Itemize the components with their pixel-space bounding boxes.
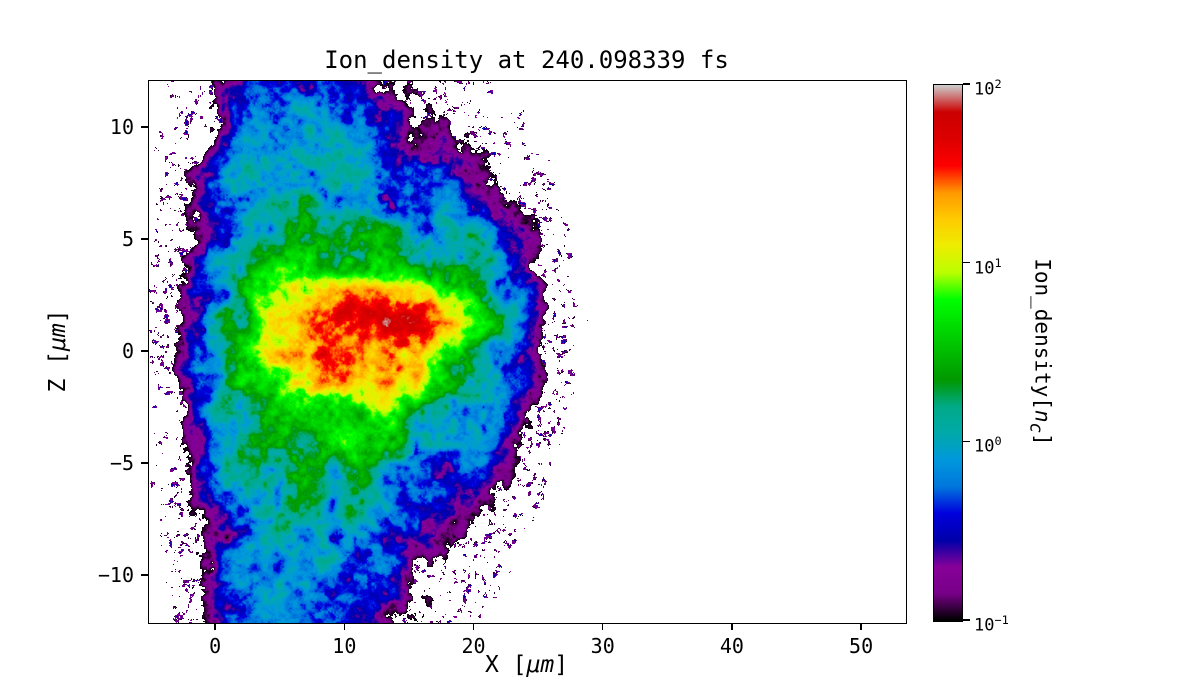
x-tick-mark [472,623,475,630]
x-tick-mark [601,623,604,630]
y-tick-mark [141,350,148,352]
colorbar-tick-label: 10−1 [974,613,1009,636]
y-axis-label: Z [μm] [45,309,71,392]
y-axis-label-pre: Z [ [45,351,71,393]
colorbar-tick-mark [963,440,970,443]
x-tick-mark [860,623,862,630]
y-axis-label-post: ] [45,309,71,324]
colorbar-tick-label: 100 [974,434,1002,457]
x-axis-unit: μm [526,652,555,678]
colorbar [933,84,963,622]
x-axis-label-post: ] [554,652,569,678]
colorbar-canvas [934,85,962,621]
colorbar-label-pre: Ion_density[ [1030,258,1055,410]
colorbar-label-sub: c [1025,422,1046,434]
x-axis-label: X [μm] [148,652,905,678]
colorbar-tick-mark [963,83,970,85]
y-tick-mark [141,462,148,464]
y-tick-label: −10 [97,562,134,587]
y-tick-label: 10 [109,115,134,140]
colorbar-tick-label: 102 [974,77,1002,100]
x-tick-mark [343,623,346,630]
colorbar-label-post: ] [1030,433,1055,446]
heatmap-canvas [149,81,906,623]
colorbar-tick-mark [963,261,970,264]
y-tick-label: −5 [109,450,134,475]
y-axis-unit: μm [45,323,71,352]
x-tick-mark [214,623,216,630]
y-tick-label: 5 [121,227,134,252]
y-tick-mark [141,126,148,128]
y-tick-mark [141,574,148,576]
plot-title: Ion_density at 240.098339 fs [324,46,729,74]
plot-area [148,80,907,624]
colorbar-label: Ion_density[nc] [1025,258,1054,446]
colorbar-label-var: n [1030,409,1055,423]
y-tick-mark [141,238,148,240]
x-tick-mark [731,623,733,630]
x-axis-label-pre: X [ [484,652,527,678]
colorbar-tick-label: 101 [974,255,1002,279]
colorbar-tick-mark [963,619,970,621]
